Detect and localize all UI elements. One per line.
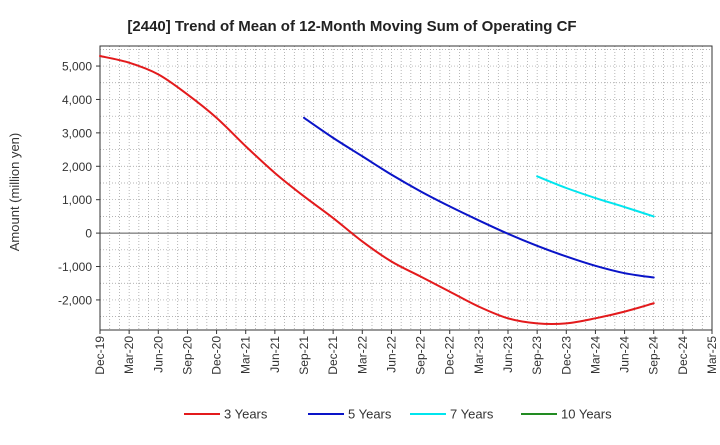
x-tick-label: Mar-22 <box>355 336 369 374</box>
legend-label-7-years: 7 Years <box>450 407 494 422</box>
x-tick-label: Jun-20 <box>151 336 165 373</box>
x-tick-label: Dec-22 <box>443 336 457 375</box>
y-axis-label: Amount (million yen) <box>7 133 22 252</box>
y-tick-label: 0 <box>85 227 92 241</box>
x-tick-label: Mar-20 <box>122 336 136 374</box>
y-tick-label: 5,000 <box>62 60 92 74</box>
plot-frame <box>99 45 713 331</box>
x-tick-label: Jun-23 <box>501 336 515 373</box>
x-tick-label: Mar-25 <box>705 336 719 374</box>
plot-background <box>100 46 712 330</box>
series-line-5-years <box>303 116 655 279</box>
x-tick-label: Dec-19 <box>93 336 107 375</box>
x-tick-label: Jun-22 <box>384 336 398 373</box>
plot-area: 5,000 4,000 3,000 2,000 1,000 0 -1,000 -2,000 De… <box>58 45 719 375</box>
series-line-3-years <box>99 55 655 325</box>
x-tick-label: Dec-20 <box>210 336 224 375</box>
x-tick-label: Mar-21 <box>239 336 253 374</box>
x-tick-label: Mar-24 <box>588 336 602 374</box>
y-tick-label: -2,000 <box>58 293 92 307</box>
x-tick-label: Sep-20 <box>180 336 194 375</box>
y-tick-label: 1,000 <box>62 193 92 207</box>
x-tick-label: Sep-23 <box>530 336 544 375</box>
x-tick-label: Dec-24 <box>676 336 690 375</box>
x-tick-label: Sep-24 <box>647 336 661 375</box>
legend-label-10-years: 10 Years <box>561 407 612 422</box>
series-line-7-years <box>536 175 655 218</box>
x-tick-label: Dec-21 <box>326 336 340 375</box>
x-tick-label: Mar-23 <box>472 336 486 374</box>
x-tick-label: Jun-21 <box>268 336 282 373</box>
x-tick-label: Sep-21 <box>297 336 311 375</box>
legend-label-5-years: 5 Years <box>348 407 392 422</box>
y-tick-label: 2,000 <box>62 160 92 174</box>
x-tick-label: Jun-24 <box>618 336 632 373</box>
x-tick-label: Dec-23 <box>559 336 573 375</box>
legend: 3 Years 5 Years 7 Years 10 Years <box>184 407 612 422</box>
y-tick-label: -1,000 <box>58 260 92 274</box>
y-tick-label: 4,000 <box>62 93 92 107</box>
legend-label-3-years: 3 Years <box>224 407 268 422</box>
y-tick-label: 3,000 <box>62 126 92 140</box>
chart-title: [2440] Trend of Mean of 12-Month Moving … <box>127 18 576 35</box>
x-tick-label: Sep-22 <box>414 336 428 375</box>
